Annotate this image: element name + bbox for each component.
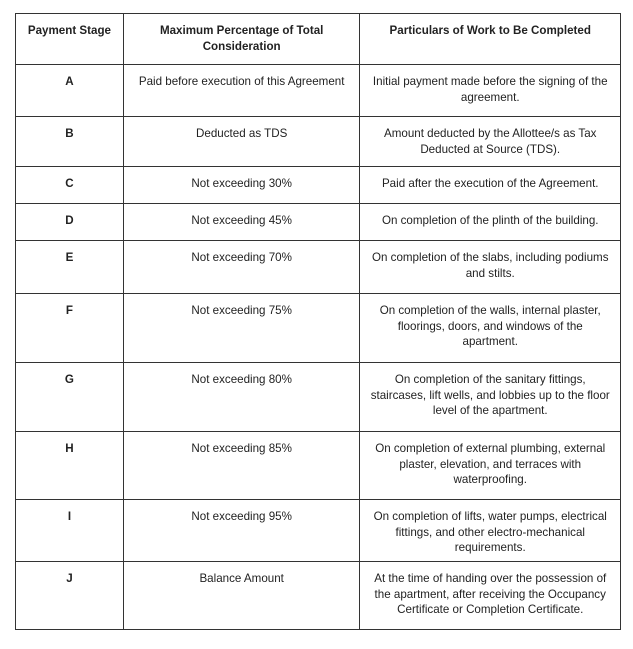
percentage-cell: Deducted as TDS xyxy=(122,116,361,167)
table-row: I Not exceeding 95% On completion of lifts… xyxy=(15,499,621,562)
table-row: B Deducted as TDS Amount deducted by the A… xyxy=(15,116,621,167)
table-row: A Paid before execution of this Agreement… xyxy=(15,64,621,117)
table-row: C Not exceeding 30% Paid after the executi… xyxy=(15,166,621,204)
percentage-cell: Not exceeding 30% xyxy=(122,166,361,204)
stage-cell: F xyxy=(15,293,124,363)
percentage-cell: Balance Amount xyxy=(122,561,361,630)
table-row: E Not exceeding 70% On completion of the s… xyxy=(15,240,621,294)
stage-cell: H xyxy=(15,431,124,500)
stage-cell: D xyxy=(15,203,124,241)
particulars-cell: On completion of the sanitary fittings, … xyxy=(359,362,621,432)
table-row: H Not exceeding 85% On completion of exter… xyxy=(15,431,621,500)
percentage-cell: Paid before execution of this Agreement xyxy=(122,64,361,117)
stage-cell: J xyxy=(15,561,124,630)
percentage-cell: Not exceeding 85% xyxy=(122,431,361,500)
particulars-cell: On completion of the walls, internal pla… xyxy=(359,293,621,363)
table-row: J Balance Amount At the time of handing ov… xyxy=(15,561,621,630)
table-row: F Not exceeding 75% On completion of the w… xyxy=(15,293,621,363)
particulars-cell: Initial payment made before the signing … xyxy=(359,64,621,117)
stage-cell: A xyxy=(15,64,124,117)
stage-cell: G xyxy=(15,362,124,432)
particulars-cell: On completion of the plinth of the build… xyxy=(359,203,621,241)
header-particulars: Particulars of Work to Be Completed xyxy=(359,13,621,65)
percentage-cell: Not exceeding 95% xyxy=(122,499,361,562)
particulars-cell: On completion of external plumbing, exte… xyxy=(359,431,621,500)
particulars-cell: Amount deducted by the Allottee/s as Tax… xyxy=(359,116,621,167)
particulars-cell: On completion of the slabs, including po… xyxy=(359,240,621,294)
payment-schedule-table: Payment Stage Maximum Percentage of Tota… xyxy=(15,13,621,630)
stage-cell: E xyxy=(15,240,124,294)
header-max-percentage: Maximum Percentage of Total Consideratio… xyxy=(122,13,361,65)
percentage-cell: Not exceeding 70% xyxy=(122,240,361,294)
stage-cell: I xyxy=(15,499,124,562)
percentage-cell: Not exceeding 45% xyxy=(122,203,361,241)
stage-cell: B xyxy=(15,116,124,167)
header-payment-stage: Payment Stage xyxy=(15,13,124,65)
table-row: G Not exceeding 80% On completion of the s… xyxy=(15,362,621,432)
stage-cell: C xyxy=(15,166,124,204)
particulars-cell: Paid after the execution of the Agreemen… xyxy=(359,166,621,204)
percentage-cell: Not exceeding 80% xyxy=(122,362,361,432)
table-row: D Not exceeding 45% On completion of the p… xyxy=(15,203,621,241)
particulars-cell: At the time of handing over the possessi… xyxy=(359,561,621,630)
percentage-cell: Not exceeding 75% xyxy=(122,293,361,363)
header-row: Payment Stage Maximum Percentage of Tota… xyxy=(15,13,621,65)
particulars-cell: On completion of lifts, water pumps, ele… xyxy=(359,499,621,562)
